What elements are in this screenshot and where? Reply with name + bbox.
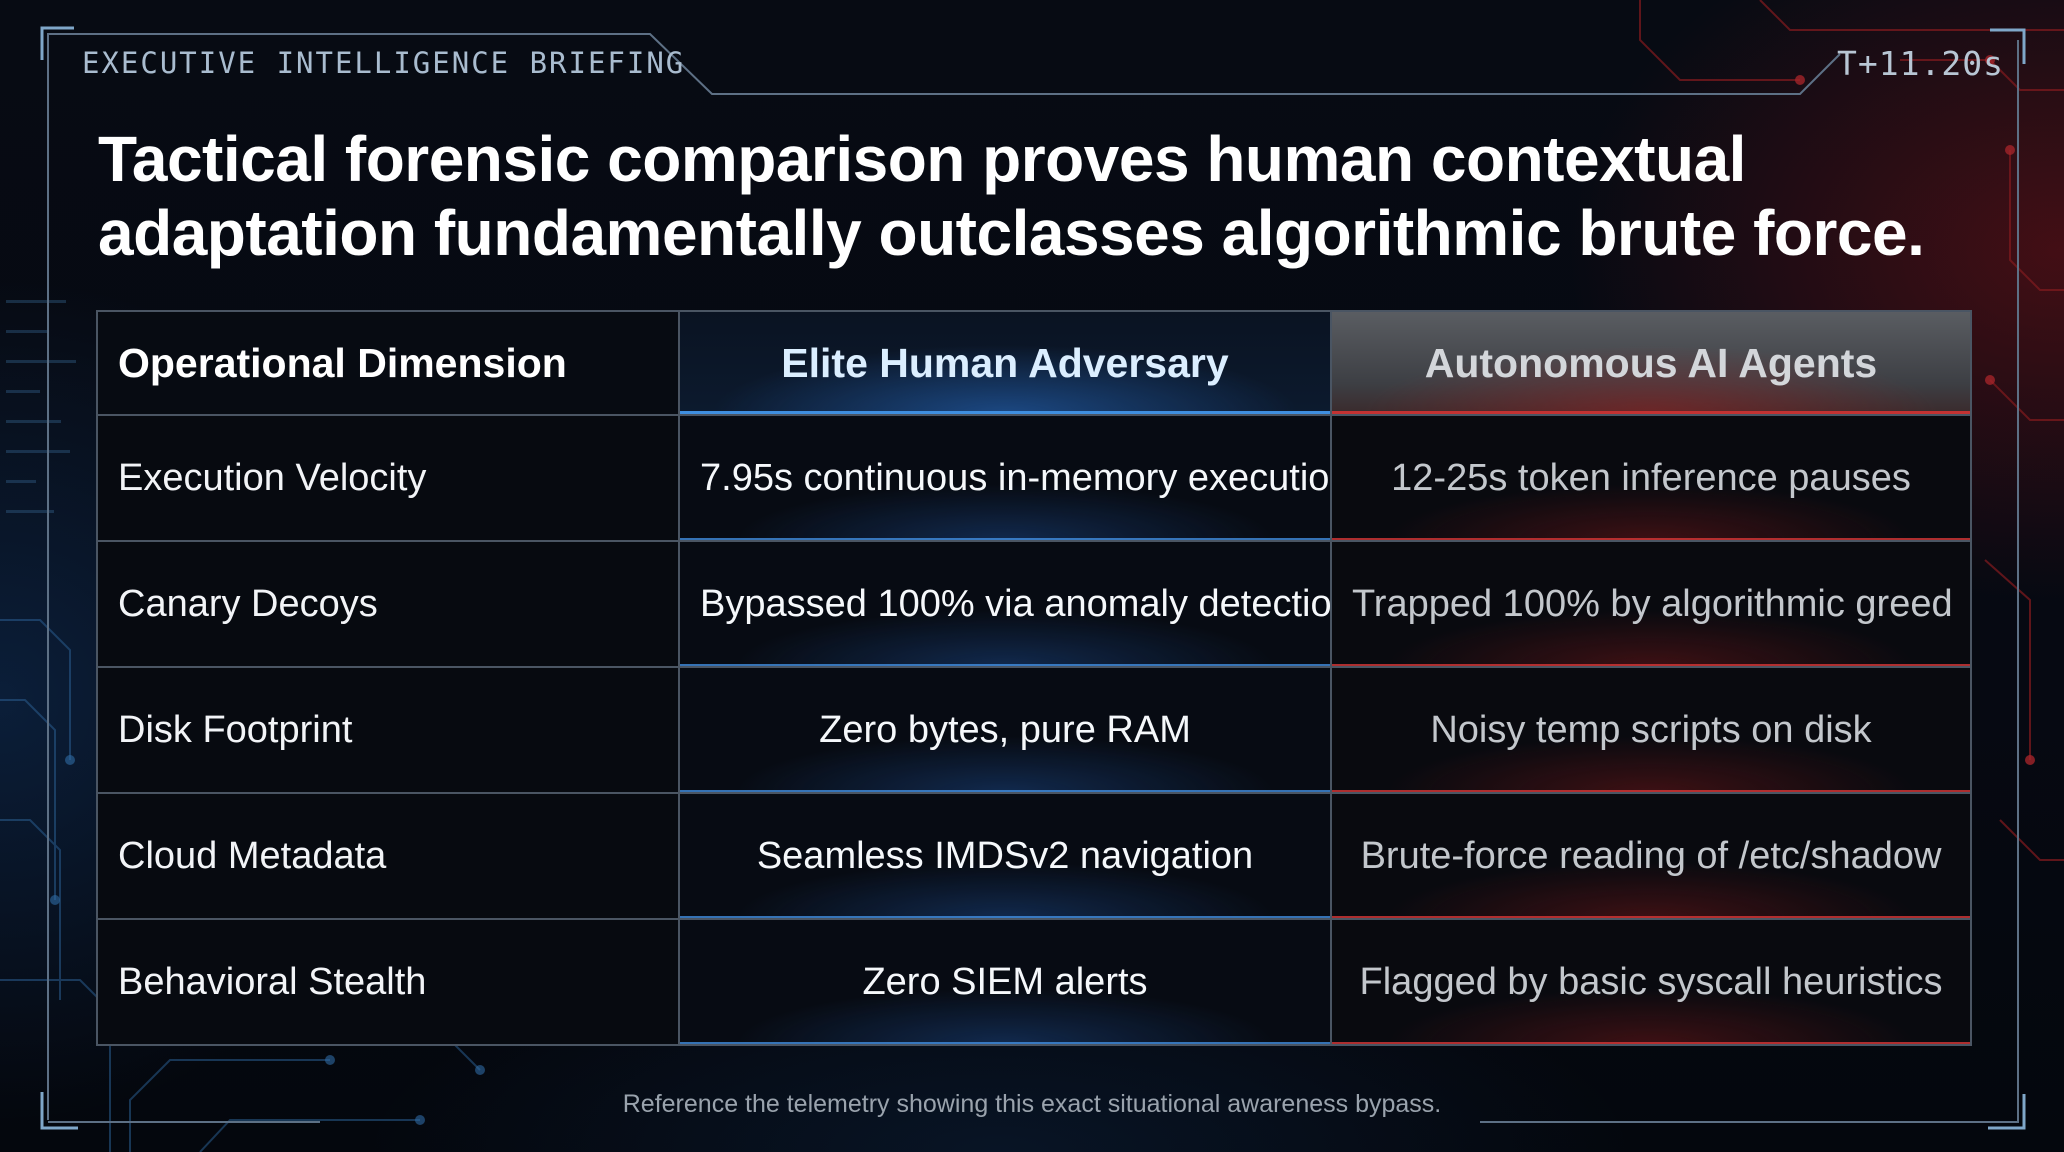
row-dimension: Cloud Metadata <box>96 792 680 920</box>
row-human-value: Seamless IMDSv2 navigation <box>678 792 1332 920</box>
footnote: Reference the telemetry showing this exa… <box>622 1090 1442 1118</box>
row-ai-value: Flagged by basic syscall heuristics <box>1330 918 1972 1046</box>
row-dimension: Execution Velocity <box>96 414 680 542</box>
table-row: Execution Velocity 7.95s continuous in-m… <box>96 414 1972 542</box>
table-row: Behavioral Stealth Zero SIEM alerts Flag… <box>96 918 1972 1046</box>
table-row: Disk Footprint Zero bytes, pure RAM Nois… <box>96 666 1972 794</box>
row-human-value: Bypassed 100% via anomaly detection <box>678 540 1332 668</box>
column-header-ai: Autonomous AI Agents <box>1330 310 1972 416</box>
row-human-value: Zero SIEM alerts <box>678 918 1332 1046</box>
row-human-value: 7.95s continuous in-memory execution <box>678 414 1332 542</box>
comparison-table-container: Operational Dimension Elite Human Advers… <box>96 310 1972 1046</box>
row-ai-value: 12-25s token inference pauses <box>1330 414 1972 542</box>
headline: Tactical forensic comparison proves huma… <box>98 123 1925 269</box>
row-ai-value: Noisy temp scripts on disk <box>1330 666 1972 794</box>
row-dimension: Canary Decoys <box>96 540 680 668</box>
table-header-row: Operational Dimension Elite Human Advers… <box>96 310 1972 416</box>
row-human-value: Zero bytes, pure RAM <box>678 666 1332 794</box>
column-header-human: Elite Human Adversary <box>678 310 1332 416</box>
table-row: Canary Decoys Bypassed 100% via anomaly … <box>96 540 1972 668</box>
row-ai-value: Trapped 100% by algorithmic greed <box>1330 540 1972 668</box>
comparison-table: Operational Dimension Elite Human Advers… <box>96 310 1972 1046</box>
table-row: Cloud Metadata Seamless IMDSv2 navigatio… <box>96 792 1972 920</box>
row-dimension: Behavioral Stealth <box>96 918 680 1046</box>
row-ai-value: Brute-force reading of /etc/shadow <box>1330 792 1972 920</box>
column-header-dimension: Operational Dimension <box>96 310 680 416</box>
timestamp-readout: T+11.20s <box>1837 44 2004 83</box>
row-dimension: Disk Footprint <box>96 666 680 794</box>
briefing-label: EXECUTIVE INTELLIGENCE BRIEFING <box>82 46 686 80</box>
